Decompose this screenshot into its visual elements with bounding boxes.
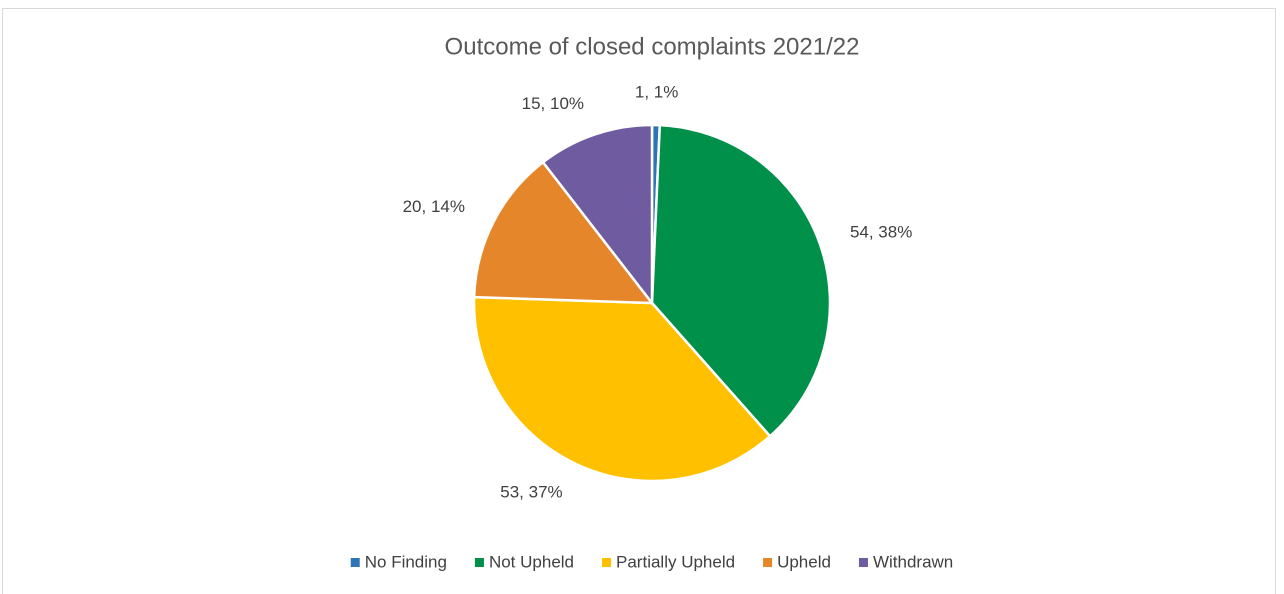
pie-slice (541, 123, 654, 307)
legend-label: Withdrawn (873, 552, 953, 571)
data-label: 20, 14% (403, 197, 465, 216)
legend-label: Upheld (777, 552, 831, 571)
legend-swatch (858, 558, 868, 567)
pie-slice (650, 123, 832, 439)
pie-slice (472, 160, 655, 305)
data-label: 15, 10% (522, 94, 584, 113)
legend-swatch (474, 558, 484, 567)
data-label: 54, 38% (850, 222, 912, 241)
legend-label: Partially Upheld (616, 552, 735, 571)
legend-swatch (350, 558, 360, 567)
legend-label: Not Upheld (489, 552, 574, 571)
pie-slice (472, 295, 772, 483)
legend-swatch (602, 558, 612, 567)
data-label: 53, 37% (500, 483, 562, 502)
data-label: 1, 1% (635, 83, 678, 102)
legend-swatch (763, 558, 773, 567)
chart-title: Outcome of closed complaints 2021/22 (445, 33, 860, 60)
legend-label: No Finding (365, 552, 447, 571)
